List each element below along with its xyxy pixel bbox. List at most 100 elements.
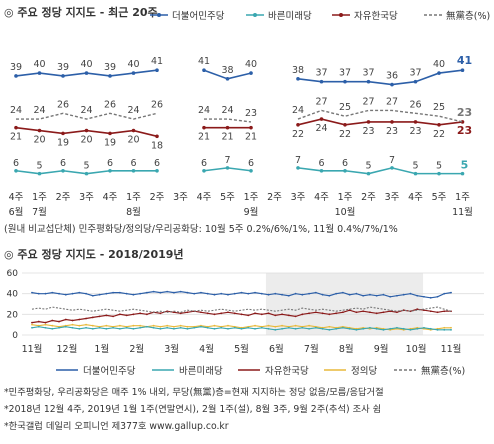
data-point	[108, 74, 112, 78]
data-point	[98, 326, 101, 329]
data-point	[132, 327, 135, 330]
data-point	[186, 325, 189, 328]
data-point	[14, 168, 18, 173]
data-label: 21	[221, 132, 233, 143]
data-point	[85, 317, 87, 320]
data-point	[450, 291, 452, 294]
data-point	[37, 292, 40, 295]
data-point	[58, 325, 60, 328]
data-point	[402, 328, 405, 331]
chart-top: ◎ 주요 정당 지지도 - 최근 20주 더불어민주당 바른미래당 자유한국당 無黨층(…	[4, 5, 490, 235]
y-tick-label: 0	[12, 331, 18, 341]
data-label: 6	[130, 158, 136, 169]
data-point	[260, 326, 263, 329]
legend-marker	[339, 13, 343, 17]
data-point	[254, 312, 256, 315]
data-point	[139, 312, 142, 315]
data-point	[389, 295, 392, 298]
data-point	[193, 292, 196, 295]
data-point	[233, 326, 236, 329]
x-tick-label: 2주	[361, 192, 376, 203]
data-label: 37	[362, 68, 374, 79]
y-tick-label: 60	[7, 269, 19, 279]
data-point	[343, 79, 347, 84]
data-point	[416, 308, 419, 311]
data-point	[267, 324, 270, 327]
legend-label: 바른미래당	[268, 11, 312, 22]
x-tick-label: 4주	[9, 192, 24, 203]
data-point	[369, 311, 371, 314]
data-point	[225, 166, 230, 170]
x-month-label: 6월	[269, 343, 284, 355]
data-point	[31, 326, 33, 329]
data-point	[343, 123, 347, 127]
data-point	[402, 327, 405, 330]
data-label: 6	[154, 158, 160, 169]
data-point	[343, 168, 347, 173]
data-point	[294, 315, 297, 318]
data-point	[213, 313, 216, 316]
data-point	[249, 71, 253, 75]
data-label: 6	[201, 158, 207, 169]
data-point	[402, 309, 405, 312]
data-point	[37, 320, 40, 323]
data-point	[31, 323, 33, 326]
data-point	[152, 290, 155, 293]
data-point	[166, 324, 169, 327]
data-point	[131, 71, 136, 75]
data-point	[314, 311, 317, 314]
data-point	[51, 319, 54, 322]
data-point	[61, 74, 65, 78]
data-label: 22	[433, 129, 445, 140]
data-point	[274, 314, 277, 317]
data-point	[240, 291, 243, 294]
data-point	[382, 327, 385, 330]
x-tick-label: 4주	[408, 192, 423, 203]
x-tick-label: 5주	[220, 192, 235, 203]
data-point	[166, 290, 169, 293]
data-label: 24	[33, 105, 45, 116]
data-point	[314, 325, 317, 328]
data-point	[423, 295, 425, 298]
series-line	[16, 112, 158, 120]
data-point	[179, 324, 182, 327]
data-point	[125, 292, 128, 295]
data-point	[301, 313, 304, 316]
data-point	[281, 293, 283, 296]
data-label: 7	[224, 155, 230, 166]
series-line	[31, 324, 451, 331]
data-point	[274, 325, 277, 328]
data-point	[37, 128, 42, 133]
data-point	[37, 324, 40, 327]
x-month-label: 11월	[452, 206, 473, 218]
data-point	[225, 125, 230, 130]
data-point	[186, 291, 189, 294]
data-point	[296, 77, 300, 81]
data-point	[132, 324, 135, 327]
data-point	[382, 293, 385, 296]
data-point	[193, 326, 196, 329]
data-point	[159, 327, 162, 330]
data-point	[437, 71, 441, 75]
data-point	[382, 311, 385, 314]
x-tick-label: 1주	[32, 192, 47, 203]
x-tick-label: 4주	[314, 192, 329, 203]
data-point	[341, 291, 344, 294]
data-point	[382, 328, 385, 331]
data-point	[125, 314, 128, 317]
x-month-label: 8월	[126, 206, 141, 218]
data-point	[132, 313, 135, 316]
data-point	[436, 295, 439, 298]
data-point	[375, 327, 378, 330]
data-point	[254, 327, 256, 330]
data-point	[91, 294, 94, 297]
data-label: 41	[198, 56, 210, 67]
data-point	[249, 125, 253, 130]
data-point	[233, 312, 236, 315]
data-point	[287, 294, 290, 297]
data-label: 24	[315, 123, 327, 134]
data-point	[429, 328, 432, 331]
data-point	[335, 326, 338, 329]
data-point	[98, 315, 101, 318]
